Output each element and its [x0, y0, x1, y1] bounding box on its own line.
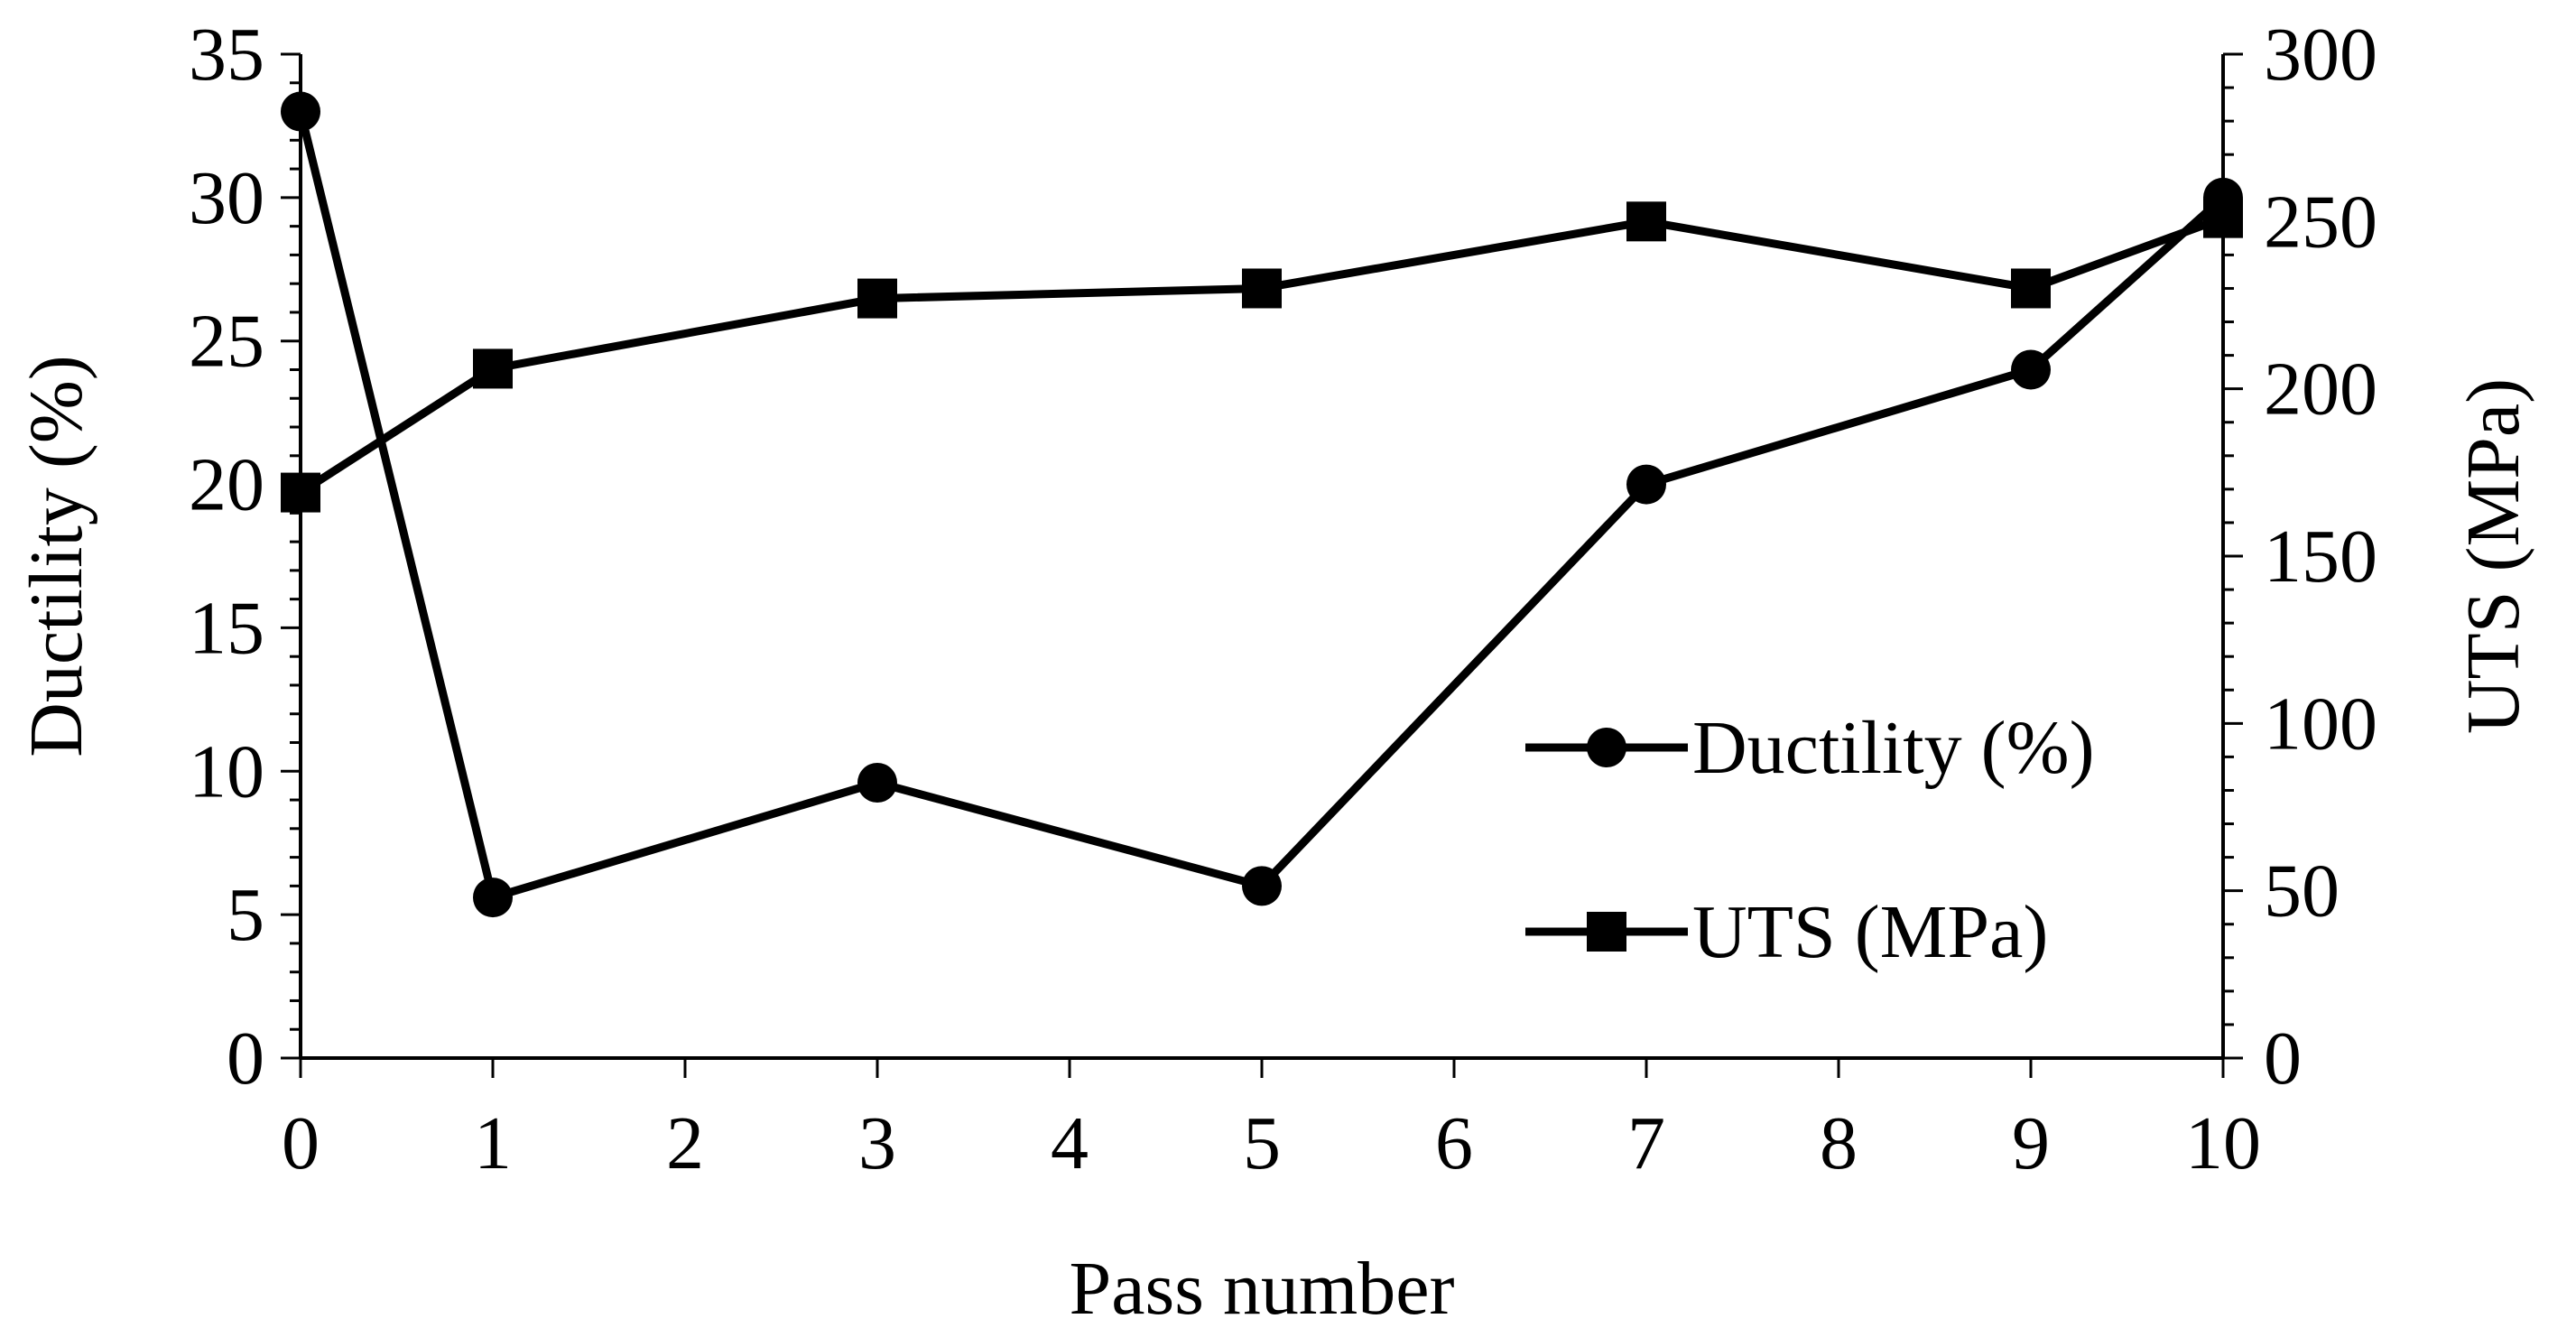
y-right-tick-label: 300: [2264, 13, 2377, 97]
data-point-ductility: [2011, 349, 2051, 390]
y-left-tick-label: 5: [227, 873, 264, 957]
series-line-uts: [298, 214, 2225, 497]
x-axis-title: Pass number: [1070, 1247, 1455, 1328]
x-tick-label: 9: [2012, 1101, 2050, 1185]
y-right-axis-title: UTS (MPa): [2451, 378, 2535, 734]
y-right-tick-label: 200: [2264, 348, 2377, 432]
y-right-tick-label: 100: [2264, 682, 2377, 766]
legend-label-ductility: Ductility (%): [1692, 706, 2095, 790]
x-tick-label: 0: [282, 1101, 320, 1185]
legend-label-uts: UTS (MPa): [1692, 890, 2048, 974]
y-left-tick-label: 10: [189, 729, 264, 813]
data-point-uts: [2203, 198, 2243, 238]
x-tick-label: 8: [1820, 1101, 1858, 1185]
legend-marker-ductility: [1587, 728, 1626, 767]
y-right-tick-label: 150: [2264, 515, 2377, 599]
y-left-tick-label: 35: [189, 13, 264, 97]
data-point-ductility: [1626, 464, 1666, 505]
y-right-tick-label: 250: [2264, 180, 2377, 264]
x-tick-label: 5: [1243, 1101, 1281, 1185]
x-tick-label: 4: [1051, 1101, 1089, 1185]
x-tick-label: 3: [858, 1101, 896, 1185]
y-left-tick-label: 0: [227, 1017, 264, 1100]
x-tick-label: 2: [666, 1101, 704, 1185]
x-tick-label: 1: [474, 1101, 512, 1185]
y-left-tick-label: 30: [189, 156, 264, 240]
x-tick-label: 10: [2185, 1101, 2261, 1185]
y-left-tick-label: 25: [189, 300, 264, 384]
legend-marker-uts: [1587, 912, 1626, 952]
data-point-ductility: [473, 878, 513, 918]
data-point-uts: [473, 348, 513, 389]
data-point-ductility: [857, 762, 897, 803]
data-point-ductility: [281, 91, 320, 132]
x-tick-label: 6: [1435, 1101, 1473, 1185]
y-left-tick-label: 15: [189, 586, 264, 670]
data-point-uts: [857, 278, 897, 319]
data-point-uts: [1242, 268, 1282, 309]
y-left-tick-label: 20: [189, 443, 264, 527]
x-tick-label: 7: [1627, 1101, 1665, 1185]
data-point-uts: [2011, 268, 2051, 309]
y-right-tick-label: 50: [2264, 850, 2340, 933]
data-point-uts: [281, 472, 320, 513]
y-left-axis-title: Ductility (%): [14, 355, 98, 757]
data-point-uts: [1626, 201, 1666, 242]
data-point-ductility: [1242, 866, 1282, 906]
y-right-tick-label: 0: [2264, 1017, 2302, 1100]
